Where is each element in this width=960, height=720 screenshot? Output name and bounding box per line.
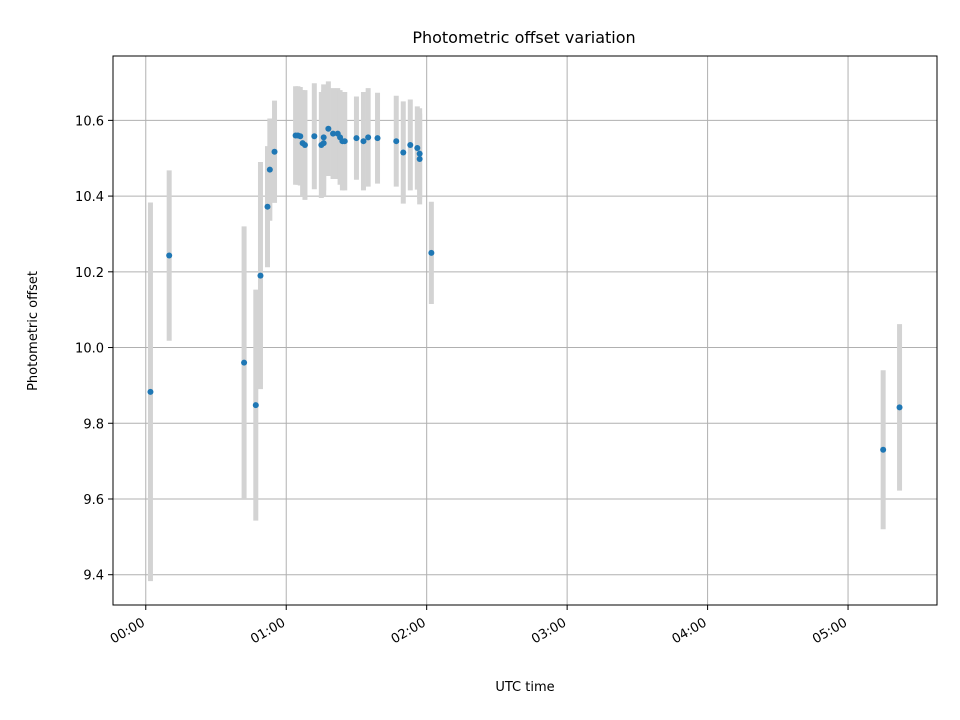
data-point <box>416 150 423 157</box>
data-point <box>241 359 248 366</box>
x-tick-label: 01:00 <box>248 615 288 647</box>
y-tick-label: 10.0 <box>75 342 104 357</box>
grid <box>113 56 937 605</box>
data-point <box>266 166 273 173</box>
data-point <box>896 404 903 411</box>
y-axis-ticks: 9.4 9.6 9.8 10.0 10.2 10.4 10.6 <box>75 114 113 584</box>
data-point <box>360 138 367 145</box>
data-point <box>147 388 154 395</box>
errorbars <box>147 81 903 582</box>
y-tick-label: 9.4 <box>83 569 104 584</box>
data-point <box>393 138 400 145</box>
y-tick-label: 10.4 <box>75 190 104 205</box>
x-tick-label: 04:00 <box>670 615 710 647</box>
data-point <box>416 155 423 162</box>
x-tick-label: 02:00 <box>389 615 429 647</box>
data-point <box>341 138 348 145</box>
data-point <box>257 272 264 279</box>
data-point <box>252 402 259 409</box>
data-point <box>407 141 414 148</box>
data-point <box>320 140 327 147</box>
x-axis-ticks: 00:00 01:00 02:00 03:00 04:00 05:00 <box>108 605 850 647</box>
data-point <box>365 134 372 141</box>
data-point <box>311 133 318 140</box>
x-tick-label: 03:00 <box>529 615 569 647</box>
data-point <box>880 446 887 453</box>
data-points <box>147 125 903 453</box>
data-point <box>353 135 360 142</box>
data-point <box>271 148 278 155</box>
chart-title: Photometric offset variation <box>412 28 635 47</box>
data-point <box>320 134 327 141</box>
y-axis-label: Photometric offset <box>26 271 41 391</box>
data-point <box>301 141 308 148</box>
y-tick-label: 10.6 <box>75 114 104 129</box>
y-tick-label: 9.8 <box>83 417 104 432</box>
x-axis-label: UTC time <box>495 680 554 695</box>
x-tick-label: 05:00 <box>810 615 850 647</box>
data-point <box>400 149 407 156</box>
plot-frame <box>112 55 938 606</box>
y-tick-label: 10.2 <box>75 266 104 281</box>
data-point <box>374 135 381 142</box>
data-point <box>166 252 173 259</box>
data-point <box>414 145 421 152</box>
data-point <box>428 249 435 256</box>
data-point <box>297 133 304 140</box>
data-point <box>330 130 337 137</box>
y-tick-label: 9.6 <box>83 493 104 508</box>
x-tick-label: 00:00 <box>108 615 148 647</box>
data-point <box>325 125 332 132</box>
data-point <box>264 203 271 210</box>
